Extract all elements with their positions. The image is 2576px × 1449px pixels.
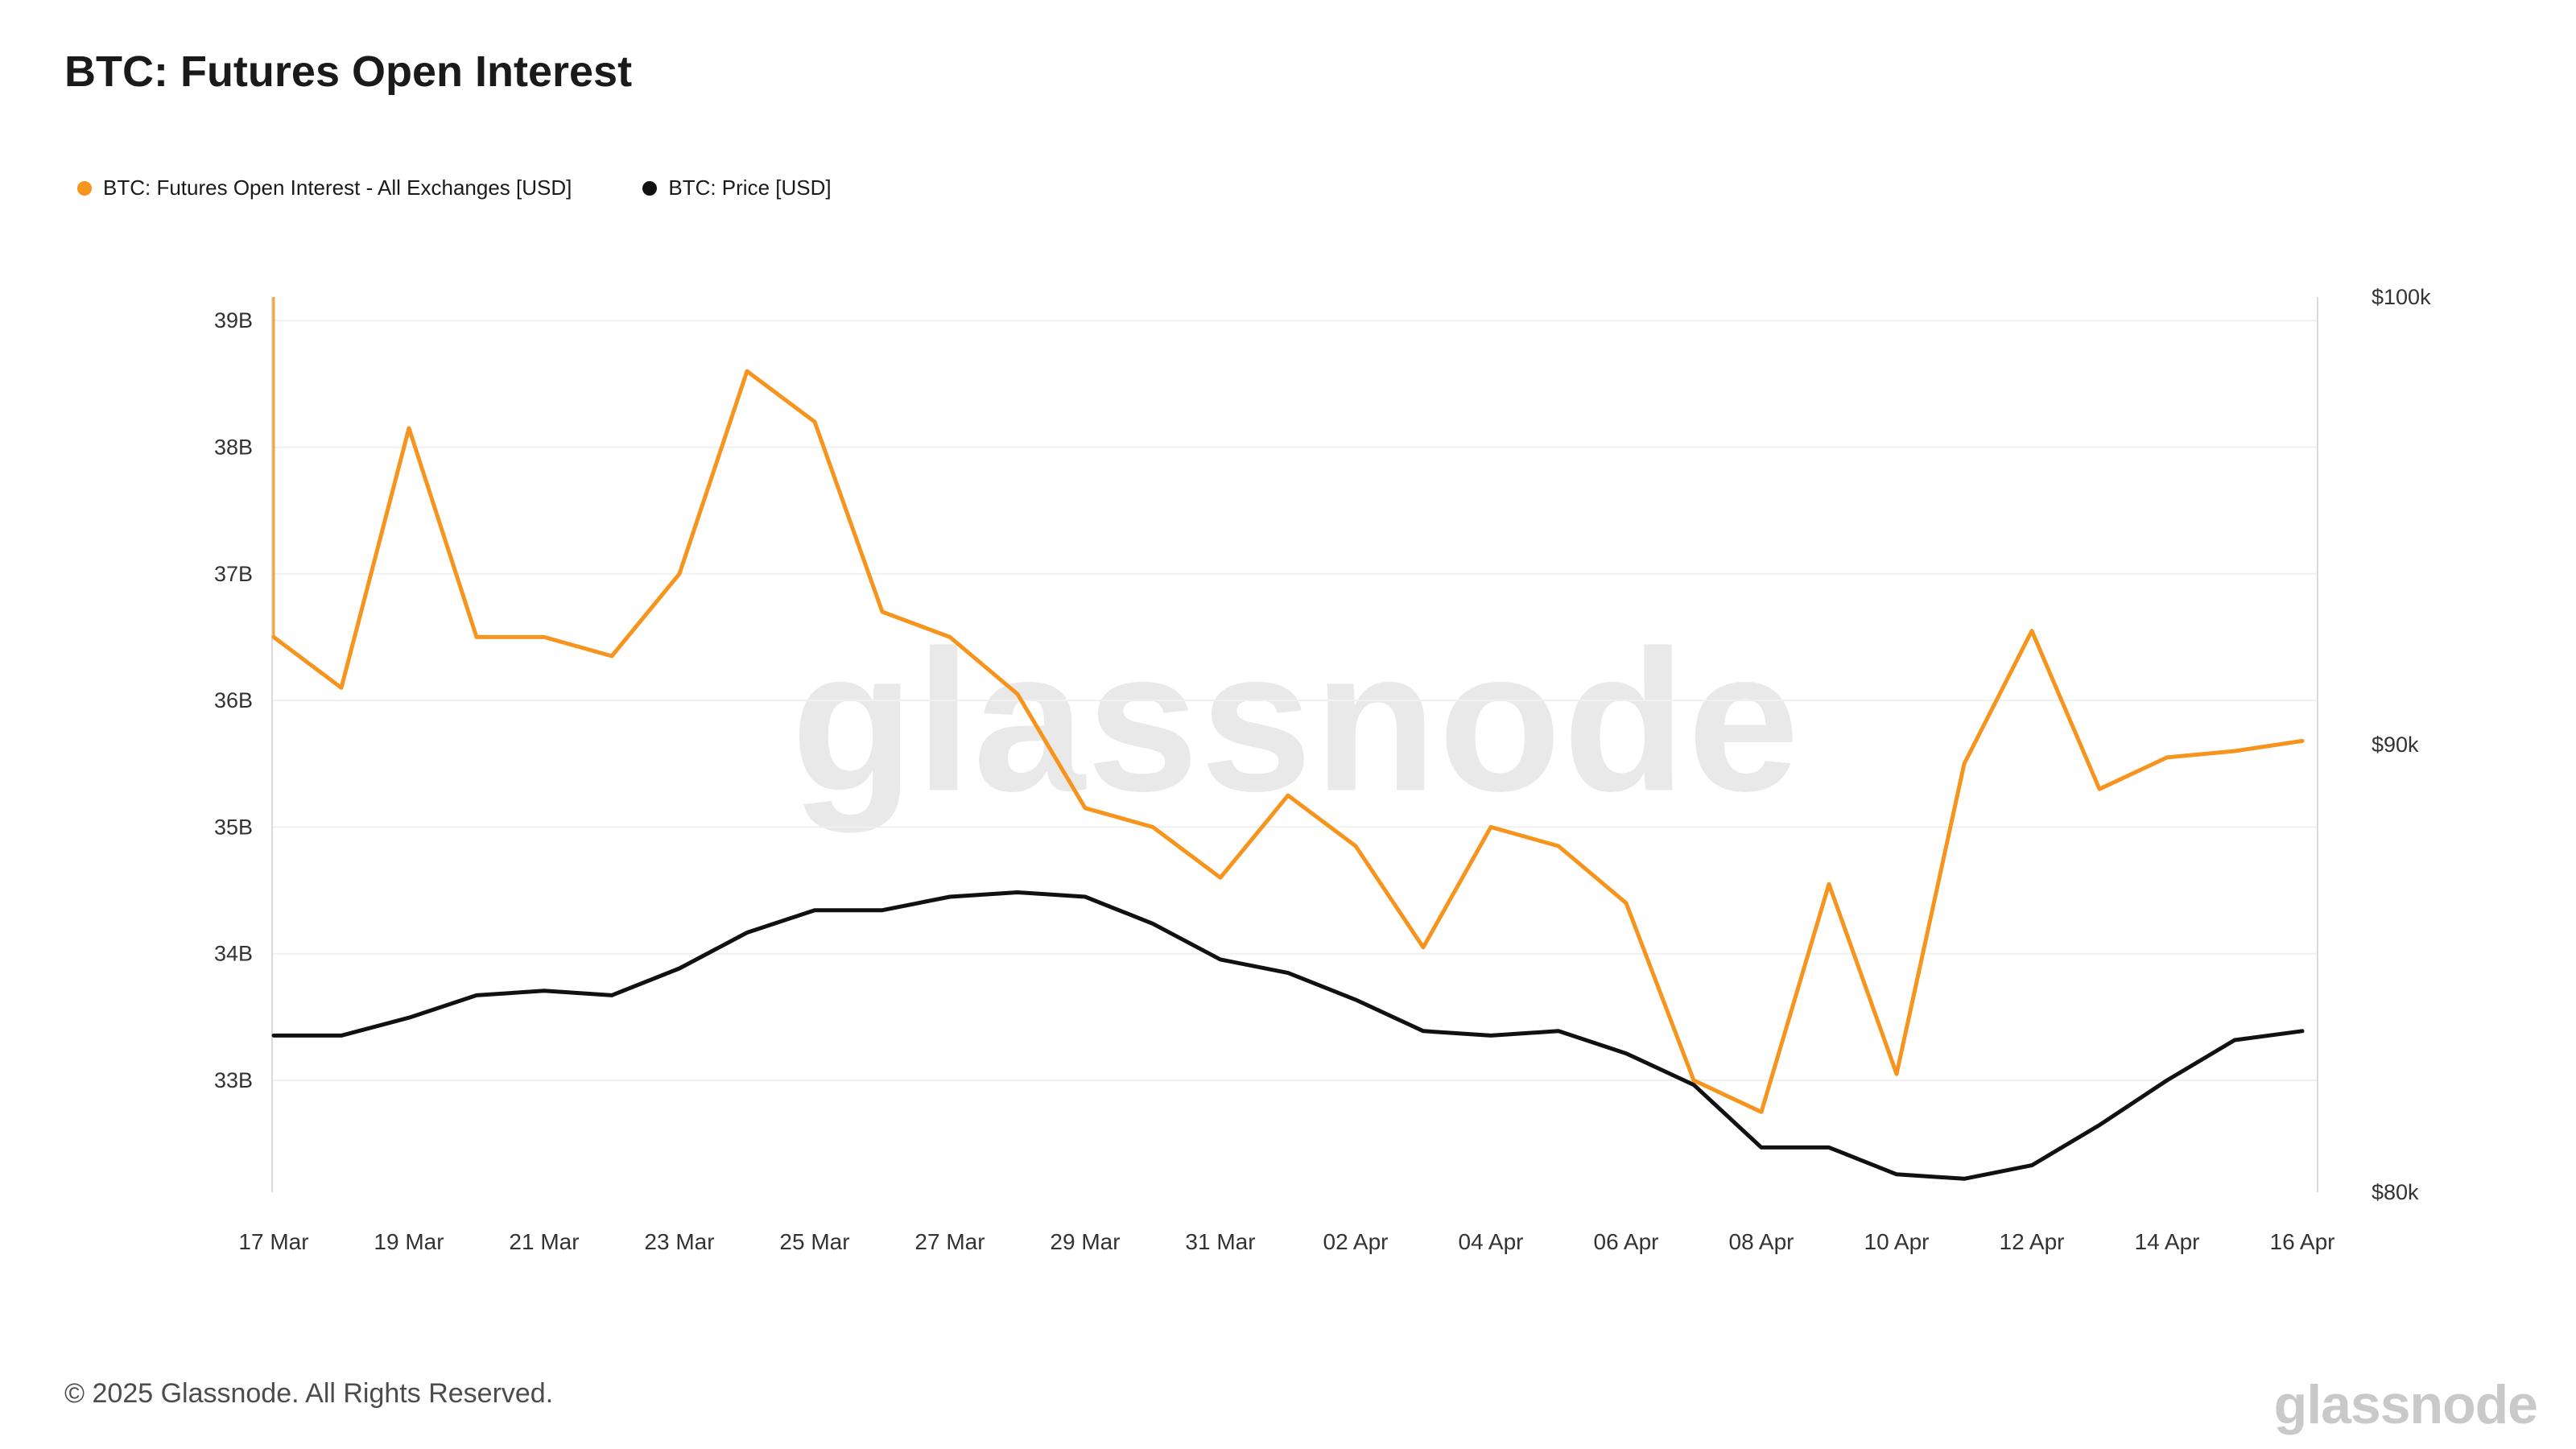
y-axis-left-tick-label: 39B — [214, 308, 253, 332]
y-axis-left-tick-label: 35B — [214, 815, 253, 839]
x-axis-tick-label: 29 Mar — [1050, 1229, 1120, 1254]
y-axis-right-tick-label: $90k — [2372, 733, 2419, 757]
y-axis-right-tick-label: $100k — [2372, 285, 2431, 309]
legend-dot-open-interest-icon — [77, 180, 92, 196]
legend-item-price[interactable]: BTC: Price [USD] — [642, 175, 832, 200]
y-axis-left-tick-label: 36B — [214, 688, 253, 712]
x-axis-tick-label: 27 Mar — [914, 1229, 985, 1254]
x-axis-tick-label: 19 Mar — [374, 1229, 444, 1254]
x-axis-tick-label: 08 Apr — [1729, 1229, 1794, 1254]
x-axis-tick-label: 04 Apr — [1459, 1229, 1524, 1254]
x-axis-tick-label: 10 Apr — [1864, 1229, 1930, 1254]
x-axis-tick-label: 02 Apr — [1323, 1229, 1389, 1254]
x-axis-tick-label: 12 Apr — [2000, 1229, 2065, 1254]
y-axis-right-tick-label: $80k — [2372, 1180, 2419, 1204]
x-axis-tick-label: 17 Mar — [238, 1229, 308, 1254]
x-axis-tick-label: 23 Mar — [644, 1229, 714, 1254]
y-axis-left-tick-label: 37B — [214, 562, 253, 586]
y-axis-left-tick-label: 33B — [214, 1068, 253, 1092]
glassnode-logo: glassnode — [2273, 1374, 2538, 1435]
copyright-text: © 2025 Glassnode. All Rights Reserved. — [64, 1378, 554, 1409]
x-axis-tick-label: 06 Apr — [1594, 1229, 1659, 1254]
y-axis-left-tick-label: 34B — [214, 942, 253, 966]
x-axis-tick-label: 16 Apr — [2270, 1229, 2335, 1254]
page-title: BTC: Futures Open Interest — [64, 47, 633, 96]
legend-label-price: BTC: Price [USD] — [668, 175, 832, 200]
legend-dot-price-icon — [642, 180, 658, 196]
legend-label-open-interest: BTC: Futures Open Interest - All Exchang… — [103, 175, 572, 200]
price-line[interactable] — [271, 890, 2305, 1181]
x-axis-tick-label: 25 Mar — [779, 1229, 849, 1254]
x-axis-tick-label: 21 Mar — [509, 1229, 579, 1254]
legend-item-open-interest[interactable]: BTC: Futures Open Interest - All Exchang… — [77, 175, 572, 200]
y-axis-left-tick-label: 38B — [214, 436, 253, 460]
legend: BTC: Futures Open Interest - All Exchang… — [77, 175, 832, 200]
x-axis-tick-label: 14 Apr — [2135, 1229, 2200, 1254]
x-axis-tick-label: 31 Mar — [1185, 1229, 1255, 1254]
open-interest-line[interactable] — [271, 369, 2305, 1114]
